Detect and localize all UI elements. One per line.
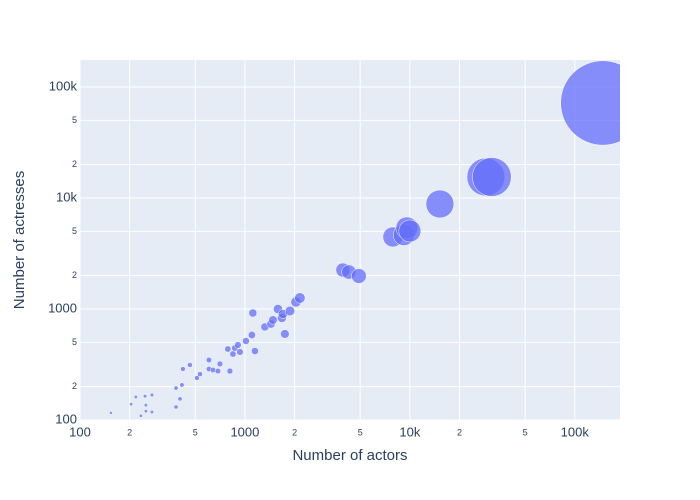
y-tick-label: 2 xyxy=(72,159,77,169)
x-axis-title: Number of actors xyxy=(292,447,407,464)
y-tick-label: 5 xyxy=(72,115,77,125)
point xyxy=(214,368,221,375)
x-tick-label: 5 xyxy=(358,427,363,437)
labels: 100 2 5 1000 2 5 10k 2 5 100k 100 2 5 1000 2 5 10k 2 5 100k xyxy=(48,78,589,439)
x-tick-label: 100k xyxy=(561,424,590,439)
point xyxy=(280,329,290,339)
point xyxy=(294,292,306,304)
point xyxy=(226,367,234,375)
point xyxy=(129,402,133,407)
point xyxy=(205,356,212,364)
x-tick-label: 1000 xyxy=(230,424,259,439)
y-tick-label: 10k xyxy=(56,189,77,204)
x-tick-label: 2 xyxy=(292,427,297,437)
x-tick-label: 10k xyxy=(399,424,420,439)
plot-area xyxy=(80,60,620,420)
point xyxy=(560,60,620,146)
x-tick-label: 100 xyxy=(69,424,91,439)
point xyxy=(109,411,113,415)
x-tick-label: 2 xyxy=(457,427,462,437)
y-tick-label: 5 xyxy=(72,226,77,236)
y-axis-title: Number of actresses xyxy=(11,171,28,309)
point xyxy=(173,385,179,391)
point xyxy=(142,394,148,399)
y-tick-label: 100 xyxy=(55,411,77,426)
point xyxy=(216,360,224,368)
point xyxy=(173,404,179,410)
point xyxy=(242,337,250,345)
point xyxy=(425,189,455,219)
point xyxy=(224,345,232,353)
x-tick-label: 5 xyxy=(523,427,528,437)
y-tick-label: 2 xyxy=(72,270,77,280)
point xyxy=(180,366,186,372)
point xyxy=(138,413,143,418)
grid xyxy=(79,60,620,421)
y-tick-label: 100k xyxy=(49,78,78,93)
point xyxy=(234,341,242,349)
point xyxy=(187,362,193,368)
y-tick-label: 5 xyxy=(72,337,77,347)
point xyxy=(177,396,183,402)
point xyxy=(236,348,244,356)
point xyxy=(209,367,216,374)
point xyxy=(194,375,200,381)
point xyxy=(197,371,203,377)
point xyxy=(149,392,155,398)
point xyxy=(351,268,367,284)
point xyxy=(284,305,295,317)
point xyxy=(268,315,278,325)
point xyxy=(133,395,138,400)
x-tick-label: 5 xyxy=(193,427,198,437)
point xyxy=(143,403,148,408)
point xyxy=(251,347,259,355)
point xyxy=(149,409,154,415)
y-tick-label: 1000 xyxy=(48,300,77,315)
point xyxy=(247,331,256,339)
points xyxy=(109,60,620,418)
point xyxy=(229,350,237,358)
point xyxy=(179,382,185,388)
point xyxy=(248,308,258,318)
point xyxy=(472,157,512,197)
point xyxy=(398,219,422,243)
x-tick-label: 2 xyxy=(127,427,132,437)
y-tick-label: 2 xyxy=(72,381,77,391)
point xyxy=(143,409,148,414)
